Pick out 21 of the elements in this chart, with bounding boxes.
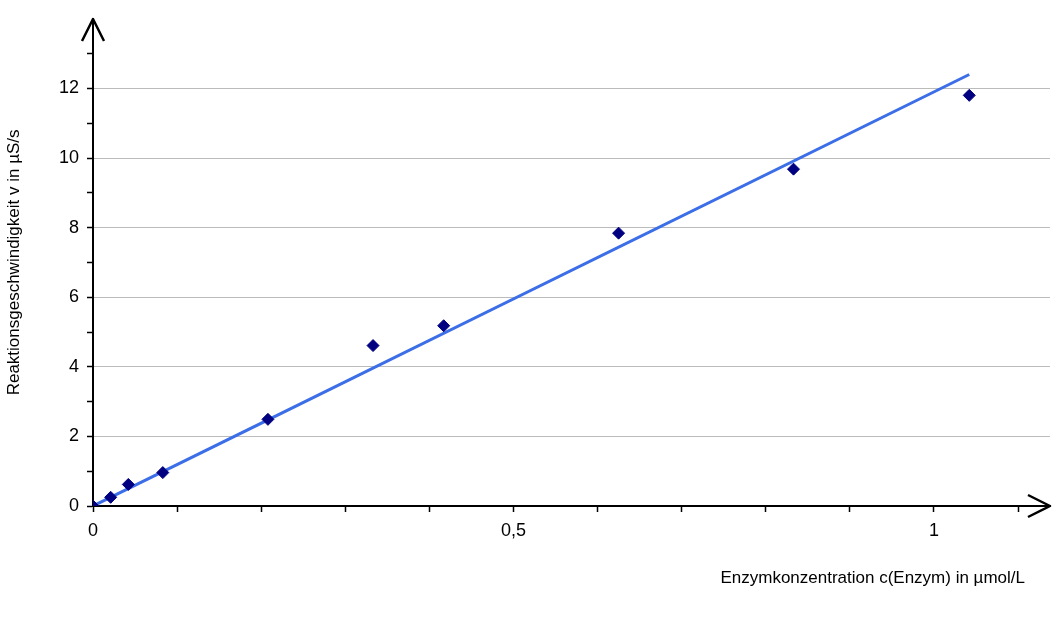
- point: [787, 162, 801, 176]
- x-tick-label: 0,5: [500, 519, 526, 540]
- y-axis-title: Reaktionsgeschwindigkeit v in µS/s: [3, 129, 23, 396]
- point: [261, 412, 275, 426]
- point: [366, 339, 380, 353]
- x-tick-label: 0: [87, 519, 99, 540]
- point: [962, 88, 976, 102]
- y-tick-label: 12: [58, 77, 79, 98]
- y-tick-label: 8: [68, 216, 79, 237]
- y-tick-label: 2: [68, 425, 79, 446]
- x-tick-label: 1: [928, 519, 939, 540]
- point: [437, 319, 451, 333]
- y-tick-label: 6: [68, 286, 79, 307]
- x-axis-title: Enzymkonzentration c(Enzym) in µmol/L: [720, 568, 1025, 588]
- point: [104, 490, 118, 504]
- point: [156, 466, 170, 480]
- y-tick-label: 0: [68, 494, 79, 515]
- y-tick-label: 10: [58, 146, 79, 167]
- point: [612, 226, 626, 240]
- y-tick-label: 4: [68, 355, 79, 376]
- point: [121, 477, 135, 491]
